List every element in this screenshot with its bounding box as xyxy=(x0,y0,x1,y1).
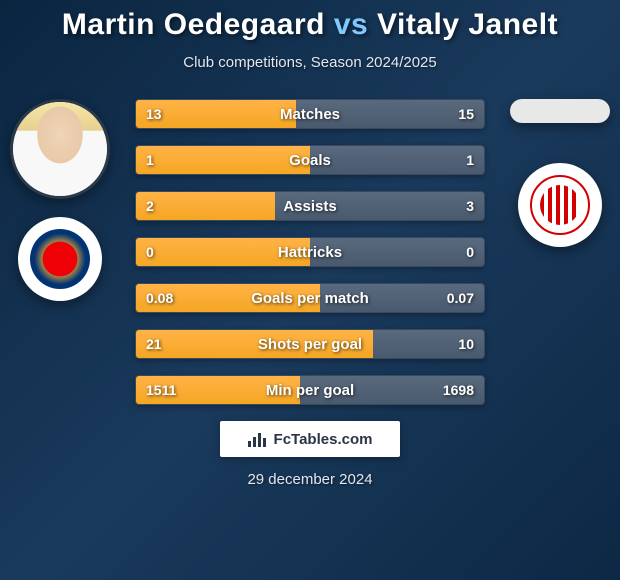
footer-date: 29 december 2024 xyxy=(0,471,620,488)
arsenal-badge-icon xyxy=(30,229,90,289)
stat-value-right: 0.07 xyxy=(447,284,474,312)
stat-row: Matches13 15 xyxy=(135,99,485,129)
left-avatars xyxy=(10,99,110,301)
stat-value-left: 13 xyxy=(146,100,162,128)
stat-row: Goals1 1 xyxy=(135,145,485,175)
player1-face-placeholder xyxy=(13,102,107,196)
stat-label: Assists xyxy=(136,192,484,220)
club2-badge-container xyxy=(518,163,602,247)
right-avatars xyxy=(510,99,610,247)
stat-value-right: 3 xyxy=(466,192,474,220)
stat-value-right: 0 xyxy=(466,238,474,266)
player1-name: Martin Oedegaard xyxy=(62,8,325,41)
stat-value-left: 2 xyxy=(146,192,154,220)
stat-row: Assists2 3 xyxy=(135,191,485,221)
brand-text: FcTables.com xyxy=(274,431,373,448)
comparison-title: Martin Oedegaard vs Vitaly Janelt xyxy=(0,8,620,42)
stat-value-left: 1 xyxy=(146,146,154,174)
header: Martin Oedegaard vs Vitaly Janelt Club c… xyxy=(0,0,620,71)
chart-icon xyxy=(248,431,268,447)
stat-row: Shots per goal21 10 xyxy=(135,329,485,359)
stat-row: Goals per match0.08 0.07 xyxy=(135,283,485,313)
stat-value-left: 21 xyxy=(146,330,162,358)
brentford-stripes-icon xyxy=(540,185,580,225)
stat-value-left: 1511 xyxy=(146,376,176,404)
player2-name: Vitaly Janelt xyxy=(377,8,558,41)
stat-value-left: 0.08 xyxy=(146,284,173,312)
stat-label: Hattricks xyxy=(136,238,484,266)
player1-avatar xyxy=(10,99,110,199)
comparison-area: Matches13 15 Goals1 1 Assists2 3 Hattricks0 0 Go… xyxy=(0,99,620,405)
vs-label: vs xyxy=(334,8,368,41)
stat-row: Min per goal1511 1698 xyxy=(135,375,485,405)
stat-label: Goals per match xyxy=(136,284,484,312)
brentford-badge-icon xyxy=(530,175,590,235)
player2-avatar xyxy=(510,99,610,123)
stat-value-right: 10 xyxy=(458,330,474,358)
stat-value-left: 0 xyxy=(146,238,154,266)
stats-container: Matches13 15 Goals1 1 Assists2 3 Hattricks0 0 Go… xyxy=(135,99,485,405)
stat-value-right: 15 xyxy=(458,100,474,128)
stat-label: Shots per goal xyxy=(136,330,484,358)
stat-label: Matches xyxy=(136,100,484,128)
brand-logo: FcTables.com xyxy=(220,421,400,457)
subtitle: Club competitions, Season 2024/2025 xyxy=(0,54,620,71)
stat-value-right: 1698 xyxy=(443,376,474,404)
stat-label: Min per goal xyxy=(136,376,484,404)
stat-row: Hattricks0 0 xyxy=(135,237,485,267)
stat-label: Goals xyxy=(136,146,484,174)
club1-badge-container xyxy=(18,217,102,301)
stat-value-right: 1 xyxy=(466,146,474,174)
